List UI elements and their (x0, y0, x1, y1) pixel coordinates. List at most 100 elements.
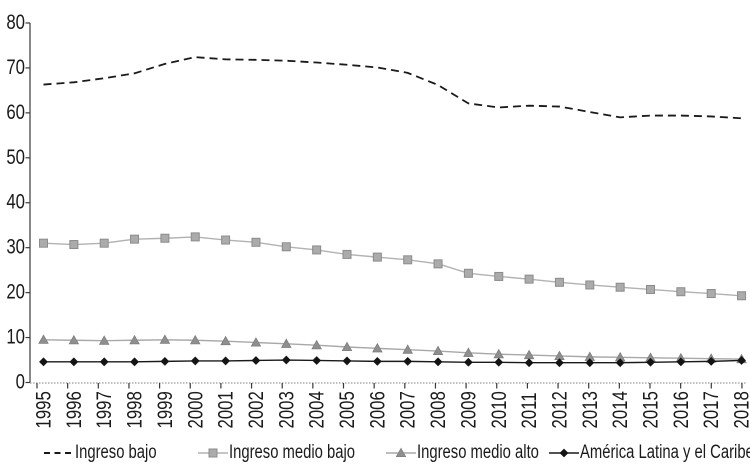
diamond-marker (99, 357, 109, 367)
x-tick-label: 2018 (731, 391, 750, 428)
x-tick-label: 2003 (276, 391, 299, 428)
x-tick-label: 2001 (215, 391, 238, 428)
y-tick-label: 70 (6, 56, 25, 79)
x-tick-label: 2015 (640, 391, 663, 428)
diamond-marker (221, 356, 230, 366)
triangle-marker (159, 334, 171, 344)
diamond-marker (403, 356, 413, 366)
square-marker (585, 280, 595, 290)
series-line (43, 359, 742, 364)
square-marker (130, 234, 140, 244)
triangle-marker (68, 334, 80, 345)
x-tick-label: 2016 (670, 391, 693, 428)
diamond-marker (281, 355, 291, 365)
series-ingreso-bajo (43, 56, 742, 120)
y-tick-label: 40 (6, 191, 25, 214)
square-marker (39, 238, 48, 248)
series-ingreso-medio-alto (38, 334, 747, 364)
series-am-rica-latina-y-el-caribe (39, 355, 746, 368)
diamond-marker (312, 356, 322, 365)
square-marker (342, 249, 352, 259)
diamond-marker (342, 356, 352, 366)
square-marker (312, 245, 322, 255)
diamond-marker (372, 356, 382, 366)
triangle-marker (493, 348, 505, 359)
x-tick-label: 2004 (306, 391, 329, 429)
triangle-marker (129, 334, 140, 345)
triangle-marker (281, 338, 292, 348)
square-marker (554, 277, 564, 287)
y-tick-label: 10 (6, 326, 25, 349)
diamond-marker (737, 356, 746, 365)
legend-label: Ingreso medio bajo (229, 442, 356, 463)
diamond-marker (160, 356, 170, 366)
square-marker (221, 235, 231, 245)
square-marker (99, 238, 109, 248)
square-marker (676, 287, 686, 297)
x-tick-label: 2010 (488, 391, 511, 428)
triangle-marker (395, 447, 407, 457)
legend-item-ingreso-medio-alto: Ingreso medio alto (385, 442, 573, 463)
triangle-marker (220, 335, 231, 346)
diamond-marker (190, 356, 200, 366)
square-marker (646, 284, 655, 294)
diamond-marker (69, 357, 79, 367)
y-tick-label: 30 (6, 236, 25, 259)
square-marker (208, 448, 218, 458)
diamond-marker (646, 357, 655, 367)
triangle-marker (372, 342, 383, 353)
x-tick-label: 2007 (397, 391, 420, 428)
triangle-marker (189, 334, 201, 345)
triangle-marker (402, 344, 413, 354)
x-tick-label: 2009 (458, 391, 481, 428)
y-tick-label: 60 (6, 101, 25, 124)
x-tick-label: 2011 (518, 392, 541, 428)
diamond-marker (433, 357, 443, 367)
diamond-marker (706, 356, 716, 366)
y-tick-label: 80 (6, 11, 25, 34)
triangle-marker (98, 335, 110, 345)
triangle-marker (250, 337, 262, 347)
x-tick-label: 1999 (154, 391, 177, 428)
diamond-marker (676, 357, 686, 367)
x-tick-label: 1997 (94, 391, 117, 428)
x-tick-label: 2008 (427, 391, 450, 428)
x-tick-label: 1995 (33, 391, 56, 428)
x-tick-label: 2002 (245, 391, 268, 428)
legend-label: América Latina y el Caribe (580, 442, 750, 463)
x-tick-label: 2012 (549, 391, 572, 428)
diamond-marker (130, 357, 139, 367)
square-marker (433, 259, 443, 269)
legend-label: Ingreso medio alto (417, 442, 539, 463)
legend-item-ingreso-medio-bajo: Ingreso medio bajo (197, 442, 391, 463)
x-tick-label: 2014 (609, 391, 632, 429)
chart-svg: 0 10 20 30 40 50 60 70 80 1995 1996 1997 1998 1999 200… (6, 11, 750, 429)
diamond-marker (494, 357, 504, 367)
diamond-marker (39, 357, 48, 367)
square-marker (281, 242, 291, 252)
x-tick-label: 2000 (185, 391, 208, 428)
triangle-marker (463, 347, 474, 357)
x-tick-label: 2005 (336, 391, 359, 428)
series-line (43, 56, 742, 120)
triangle-marker-icon (385, 446, 417, 460)
y-tick-label: 50 (6, 146, 25, 169)
series-line (43, 236, 742, 297)
x-tick-label: 2006 (367, 391, 390, 428)
diamond-marker (615, 358, 625, 368)
triangle-marker (311, 339, 322, 350)
legend-label: Ingreso bajo (75, 442, 157, 463)
x-axis: 1995 1996 1997 1998 1999 2000 2001 2002 2003 2004… (30, 382, 750, 429)
square-marker (160, 233, 170, 243)
square-marker (403, 255, 413, 265)
square-marker (706, 289, 716, 299)
diamond-marker-icon (548, 446, 580, 460)
triangle-marker (38, 334, 49, 344)
triangle-marker (432, 345, 444, 356)
square-marker (524, 274, 534, 284)
legend-item-america-latina: América Latina y el Caribe (548, 442, 750, 463)
diamond-marker (555, 358, 564, 368)
x-tick-label: 2013 (579, 391, 602, 428)
y-tick-label: 0 (16, 371, 25, 394)
